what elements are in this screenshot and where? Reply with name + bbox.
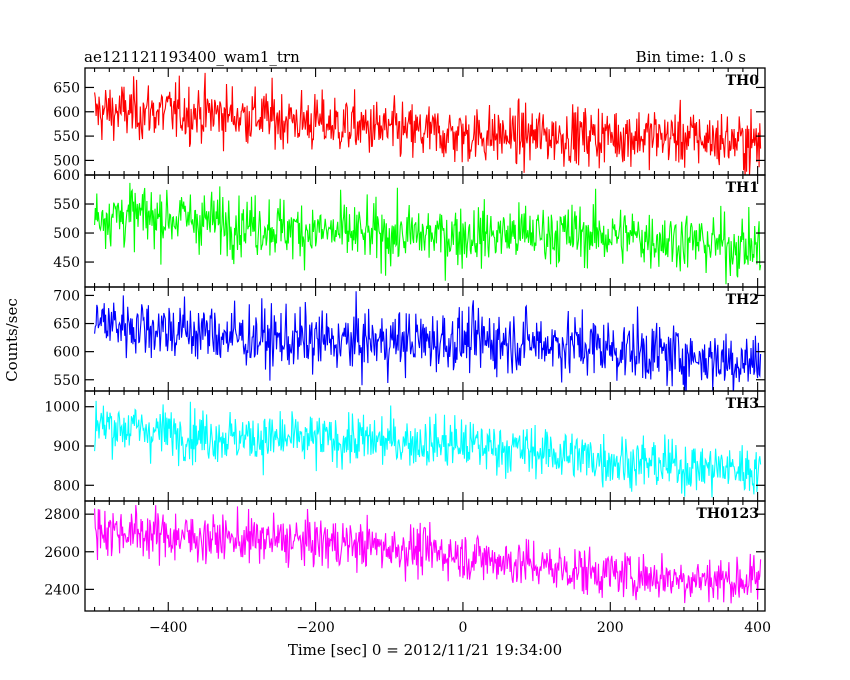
x-tick-label: 200 xyxy=(597,620,624,636)
panel-label-th3: TH3 xyxy=(726,396,759,412)
panels-group: 500 550 600 650 TH0 450 500 550 600 TH1 550 600 650 7… xyxy=(44,67,771,636)
y-tick-label: 650 xyxy=(53,80,80,96)
series-line-th1 xyxy=(94,182,762,285)
y-tick-label: 550 xyxy=(53,373,80,389)
bin-time-label: Bin time: 1.0 s xyxy=(636,48,746,66)
panel-label-th1: TH1 xyxy=(726,180,759,196)
x-tick-label: 400 xyxy=(744,620,771,636)
y-tick-label: 550 xyxy=(53,197,80,213)
series-line-th3 xyxy=(94,400,762,498)
y-tick-label: 800 xyxy=(53,478,80,494)
y-tick-label: 1000 xyxy=(44,400,80,416)
y-tick-label: 500 xyxy=(53,226,80,242)
series-line-th2 xyxy=(94,291,762,391)
panel-th0: 500 550 600 650 TH0 xyxy=(53,67,766,176)
y-tick-label: 600 xyxy=(53,105,80,121)
panel-th2: 550 600 650 700 TH2 xyxy=(53,286,766,392)
y-tick-label: 650 xyxy=(53,317,80,333)
panel-th0123: 2400 2600 2800 TH0123 xyxy=(44,500,766,612)
x-axis-label: Time [sec] 0 = 2012/11/21 19:34:00 xyxy=(288,641,562,659)
y-tick-label: 2400 xyxy=(44,582,80,598)
panel-frame xyxy=(84,67,766,176)
y-tick-label: 700 xyxy=(53,288,80,304)
x-tick-labels: −400 −200 0 200 400 xyxy=(149,620,771,636)
y-tick-label: 2600 xyxy=(44,545,80,561)
chart-title: ae121121193400_wam1_trn xyxy=(84,48,300,66)
series-line-th0 xyxy=(94,72,762,175)
y-axis-label: Counts/sec xyxy=(3,298,21,382)
panel-frame xyxy=(84,500,766,612)
y-tick-label: 550 xyxy=(53,129,80,145)
panel-label-th0123: TH0123 xyxy=(696,506,759,522)
y-tick-label: 2800 xyxy=(44,507,80,523)
y-tick-label: 600 xyxy=(53,345,80,361)
x-tick-label: −400 xyxy=(149,620,187,636)
y-tick-label: 450 xyxy=(53,255,80,271)
panel-label-th0: TH0 xyxy=(726,73,760,89)
series-line-th0123 xyxy=(94,504,762,604)
y-tick-label: 900 xyxy=(53,439,80,455)
panel-th1: 450 500 550 600 TH1 xyxy=(53,168,766,288)
y-tick-label: 500 xyxy=(53,153,80,169)
panel-label-th2: TH2 xyxy=(726,292,759,308)
x-tick-label: −200 xyxy=(296,620,334,636)
y-tick-label: 600 xyxy=(53,168,80,184)
x-tick-label: 0 xyxy=(458,620,467,636)
panel-th3: 800 900 1000 TH3 xyxy=(44,390,766,502)
